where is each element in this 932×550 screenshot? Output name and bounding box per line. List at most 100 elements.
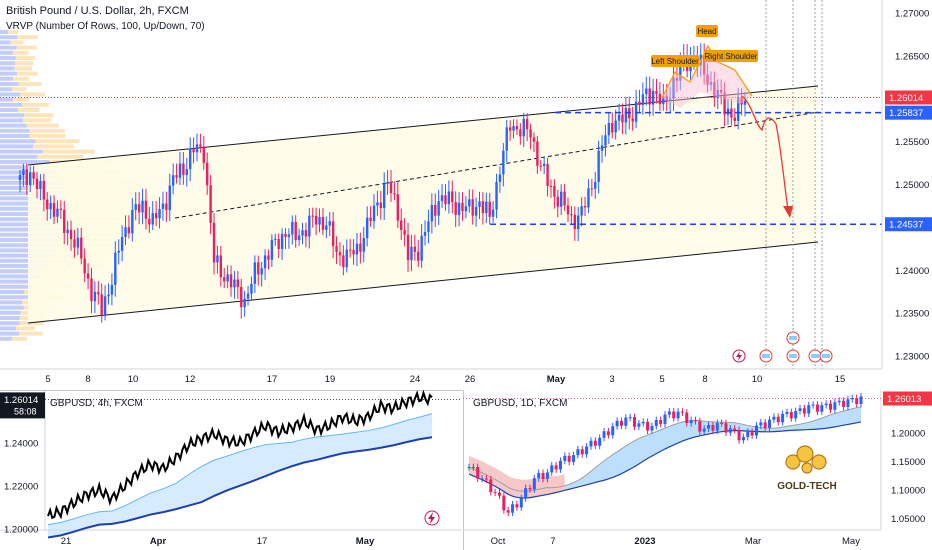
label-head: Head (697, 27, 716, 36)
candle-body (730, 108, 733, 118)
panel-1d-svg[interactable]: 1.20000 1.15000 1.10000 1.05000 1.26013 Oct 7 2… (463, 390, 932, 550)
volume-bar-down (23, 118, 52, 123)
event-flag-icon-inner (822, 354, 830, 358)
price-tick-label: 1.20000 (4, 524, 38, 535)
candle-body (195, 144, 199, 153)
candle-body (746, 431, 750, 437)
candle-body (602, 431, 606, 438)
time-tick-label: 17 (267, 374, 278, 385)
price-line (47, 390, 433, 520)
candle-body (369, 217, 372, 222)
candle-body (63, 209, 66, 234)
candle-body (726, 108, 730, 115)
channel-mid-line[interactable] (174, 111, 819, 219)
candle-body (733, 117, 736, 121)
candle-body (633, 417, 637, 427)
candle-body (525, 118, 529, 130)
candle-body (693, 420, 697, 422)
candle-body (318, 217, 321, 225)
candle-body (199, 144, 202, 147)
volume-bar-up (0, 321, 20, 326)
candle-body (100, 294, 103, 315)
candle-body (400, 220, 403, 231)
price-badge (883, 391, 932, 406)
panel-1d[interactable]: 1.20000 1.15000 1.10000 1.05000 1.26013 Oct 7 2… (463, 390, 932, 550)
candle-body (597, 150, 600, 182)
candle-body (110, 284, 114, 295)
candle-body (759, 422, 763, 426)
lightning-icon-bolt (736, 351, 742, 361)
candle-body (403, 230, 406, 235)
candle-body (532, 137, 536, 142)
candle-body (233, 279, 236, 288)
price-tick-label: 1.24000 (895, 266, 929, 277)
candle-body (127, 227, 131, 234)
candle-body (498, 174, 502, 182)
candle-body (740, 97, 743, 105)
candle-body (144, 200, 148, 219)
candle-body (615, 420, 619, 427)
candle-body (97, 291, 100, 295)
candle-body (444, 195, 447, 205)
candle-body (90, 278, 93, 302)
candle-body (549, 185, 553, 187)
candle-body (348, 249, 352, 251)
candle-body (667, 411, 671, 415)
gold-tech-logo: GOLD-TECH (777, 445, 837, 492)
candle-body (376, 202, 379, 206)
volume-bar-down (11, 87, 27, 92)
panel-4h[interactable]: 1.24000 1.22000 1.20000 1.26014 58:08 21 Apr 17… (0, 390, 462, 550)
panel-1d-title: GBPUSD, 1D, FXCM (473, 398, 568, 409)
candle-body (566, 205, 570, 215)
candle-body (297, 235, 301, 241)
candle-body (216, 255, 219, 263)
volume-bar-up (0, 269, 38, 274)
candle-body (537, 472, 541, 479)
price-tick-label: 1.23000 (895, 352, 929, 363)
candle-body (202, 146, 206, 163)
pattern-overlay: Left Shoulder Head Right Shoulder (0, 25, 882, 363)
candle-body (802, 408, 806, 414)
main-chart[interactable]: Left Shoulder Head Right Shoulder 1.27000 1… (0, 0, 932, 389)
indicator-label: VRVP (Number Of Rows, 100, Up/Down, 70) (6, 21, 205, 32)
candle-body (785, 412, 789, 414)
candle-body (355, 243, 359, 255)
candle-body (117, 250, 120, 253)
candle-body (389, 181, 393, 194)
candle-body (325, 225, 328, 230)
channel-upper-line[interactable] (27, 85, 819, 166)
volume-bar-up (0, 66, 15, 71)
candle-body (567, 455, 571, 462)
price-badge-label-neckline: 1.25837 (889, 108, 923, 119)
volume-bar-up (0, 118, 24, 123)
ma-ribbon-bear (469, 455, 565, 499)
label-left-shoulder: Left Shoulder (651, 57, 699, 66)
candle-body (668, 98, 672, 102)
candle-body (301, 230, 304, 236)
price-badge-current (885, 90, 932, 105)
candle-body (659, 420, 663, 424)
volume-bar-down (26, 123, 59, 128)
volume-bar-down (10, 40, 24, 45)
time-tick-label: 24 (410, 374, 421, 385)
candle-body (365, 217, 369, 239)
candle-body (25, 169, 29, 186)
candle-body (563, 191, 566, 206)
candle-body (837, 400, 841, 403)
time-tick-label: 10 (128, 374, 139, 385)
volume-bar-down (14, 61, 34, 66)
channel-lower-line[interactable] (27, 241, 819, 324)
candle-body (546, 163, 549, 186)
candle-body (716, 89, 719, 99)
volume-bar-down (18, 82, 42, 86)
candle-body (576, 449, 580, 456)
candle-body (781, 413, 785, 423)
candle-body (524, 488, 528, 499)
volume-bar-up (0, 35, 18, 40)
candle-body (240, 286, 243, 308)
candle-body (728, 428, 732, 433)
candle-body (427, 221, 430, 232)
candle-body (621, 114, 624, 123)
